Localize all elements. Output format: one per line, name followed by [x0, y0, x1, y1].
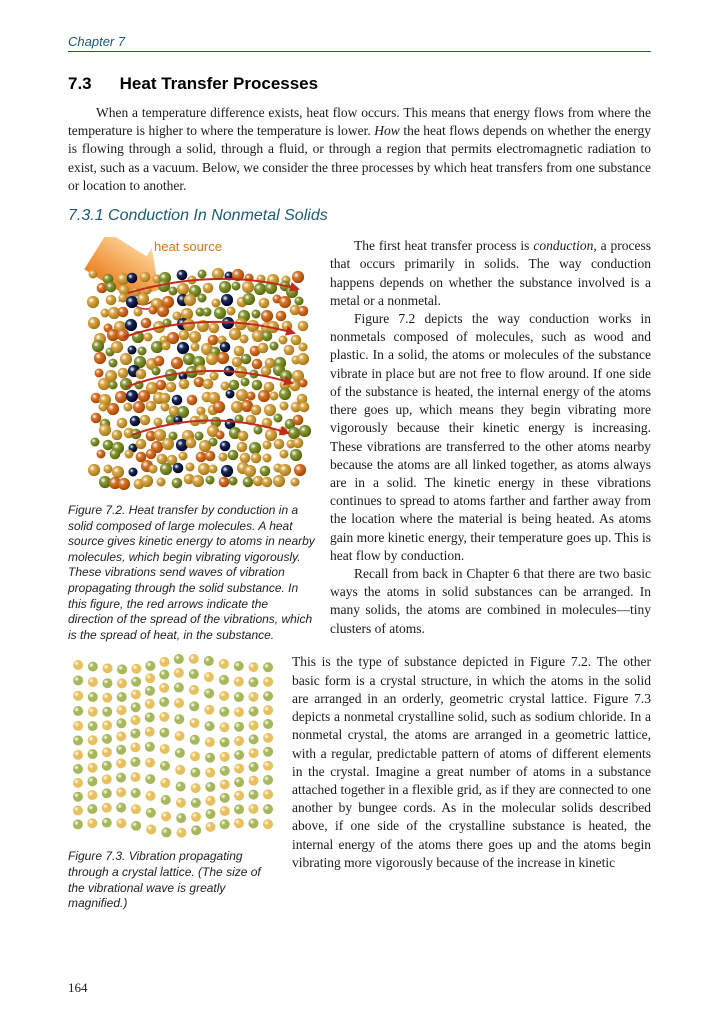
body-p1: The first heat transfer process is condu…: [330, 237, 651, 310]
section-title: Heat Transfer Processes: [120, 74, 318, 93]
page-number: 164: [68, 980, 88, 996]
body-p3a: Recall from back in Chapter 6 that there…: [330, 565, 651, 638]
figure-7-3-caption: Figure 7.3. Vibration propagating throug…: [68, 849, 278, 911]
body-p3b: This is the type of substance depicted i…: [292, 653, 651, 872]
figure-7-3-svg: [68, 653, 278, 838]
intro-paragraph: When a temperature difference exists, he…: [68, 104, 651, 195]
body-p2: Figure 7.2 depicts the way conduction wo…: [330, 310, 651, 565]
section-number: 7.3: [68, 74, 92, 94]
body-column-2: This is the type of substance depicted i…: [292, 653, 651, 872]
section-heading: 7.3 Heat Transfer Processes: [68, 74, 651, 94]
figure-7-2-svg: [68, 237, 316, 492]
figure-7-2: heat source: [68, 237, 316, 497]
p1-pre: The first heat transfer process is: [354, 238, 533, 253]
intro-how-italic: How: [374, 123, 400, 138]
body-column-1: The first heat transfer process is condu…: [330, 237, 651, 638]
subsection-heading: 7.3.1 Conduction In Nonmetal Solids: [68, 207, 651, 225]
p1-conduction-italic: conduction: [533, 238, 593, 253]
figure-7-2-caption: Figure 7.2. Heat transfer by conduction …: [68, 503, 316, 643]
heat-source-label: heat source: [154, 239, 222, 254]
chapter-header: Chapter 7: [68, 34, 651, 52]
